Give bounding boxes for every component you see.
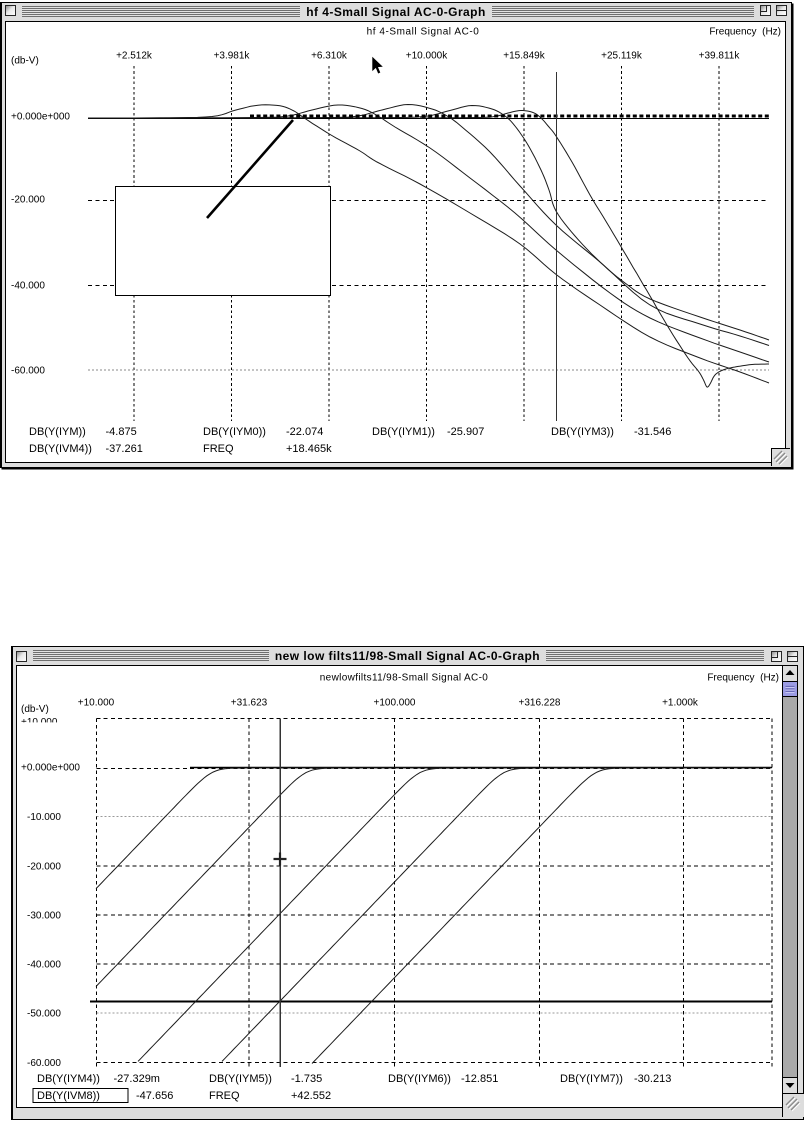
svg-text:DB(Y(IVM4)): DB(Y(IVM4)) (29, 443, 92, 455)
svg-text:DB(Y(IYM1)): DB(Y(IYM1)) (372, 426, 435, 438)
svg-text:DB(Y(IYM)): DB(Y(IYM)) (29, 426, 86, 438)
svg-text:+6.310k: +6.310k (311, 51, 348, 62)
svg-text:-60.000: -60.000 (11, 366, 45, 377)
svg-text:-37.261: -37.261 (106, 443, 143, 455)
svg-text:-40.000: -40.000 (11, 281, 45, 292)
svg-text:Frequency (Hz): Frequency (Hz) (707, 673, 779, 684)
svg-text:(db-V): (db-V) (21, 704, 49, 715)
svg-text:+18.465k: +18.465k (286, 443, 332, 455)
svg-text:newlowfilts11/98-Small Signal: newlowfilts11/98-Small Signal AC-0 (320, 673, 489, 684)
svg-text:+15.849k: +15.849k (503, 51, 545, 62)
svg-text:+42.552: +42.552 (291, 1090, 331, 1102)
svg-text:+3.981k: +3.981k (214, 51, 251, 62)
svg-text:-30.000: -30.000 (27, 911, 61, 922)
svg-text:-40.000: -40.000 (27, 959, 61, 970)
svg-text:+100.000: +100.000 (374, 698, 416, 709)
svg-text:-10.000: -10.000 (27, 812, 61, 823)
svg-text:(db-V): (db-V) (11, 56, 39, 67)
svg-text:-20.000: -20.000 (11, 195, 45, 206)
svg-text:-50.000: -50.000 (27, 1009, 61, 1020)
svg-text:DB(Y(IYM6)): DB(Y(IYM6)) (388, 1073, 451, 1085)
svg-text:-60.000: -60.000 (27, 1058, 61, 1069)
svg-text:-20.000: -20.000 (27, 862, 61, 873)
svg-text:+0.000e+000: +0.000e+000 (11, 112, 70, 123)
svg-text:+316.228: +316.228 (519, 698, 561, 709)
svg-text:-4.875: -4.875 (106, 426, 137, 438)
svg-text:FREQ: FREQ (209, 1090, 240, 1102)
svg-text:+10.000: +10.000 (78, 698, 115, 709)
svg-text:-30.213: -30.213 (634, 1073, 671, 1085)
svg-text:-25.907: -25.907 (447, 426, 484, 438)
svg-text:+10.000k: +10.000k (406, 51, 448, 62)
svg-text:+39.811k: +39.811k (699, 51, 741, 62)
svg-text:+0.000e+000: +0.000e+000 (21, 763, 80, 774)
svg-text:+1.000k: +1.000k (662, 698, 699, 709)
svg-text:-31.546: -31.546 (634, 426, 671, 438)
svg-text:DB(Y(IYM4)): DB(Y(IYM4)) (37, 1073, 100, 1085)
svg-text:-12.851: -12.851 (461, 1073, 498, 1085)
svg-text:+25.119k: +25.119k (601, 51, 643, 62)
svg-text:DB(Y(IYM5)): DB(Y(IYM5)) (209, 1073, 272, 1085)
svg-text:-47.656: -47.656 (136, 1090, 173, 1102)
svg-text:hf 4-Small Signal AC-0: hf 4-Small Signal AC-0 (367, 27, 480, 38)
svg-text:-22.074: -22.074 (286, 426, 323, 438)
svg-text:+2.512k: +2.512k (116, 51, 153, 62)
svg-text:FREQ: FREQ (203, 443, 234, 455)
svg-text:-27.329m: -27.329m (114, 1073, 160, 1085)
svg-text:DB(Y(IYM7)): DB(Y(IYM7)) (560, 1073, 623, 1085)
svg-text:DB(Y(IYM0)): DB(Y(IYM0)) (203, 426, 266, 438)
svg-text:-1.735: -1.735 (291, 1073, 322, 1085)
svg-text:Frequency (Hz): Frequency (Hz) (709, 27, 781, 38)
svg-text:DB(Y(IYM3)): DB(Y(IYM3)) (551, 426, 614, 438)
svg-text:DB(Y(IVM8)): DB(Y(IVM8)) (37, 1090, 100, 1102)
svg-text:+31.623: +31.623 (231, 698, 268, 709)
